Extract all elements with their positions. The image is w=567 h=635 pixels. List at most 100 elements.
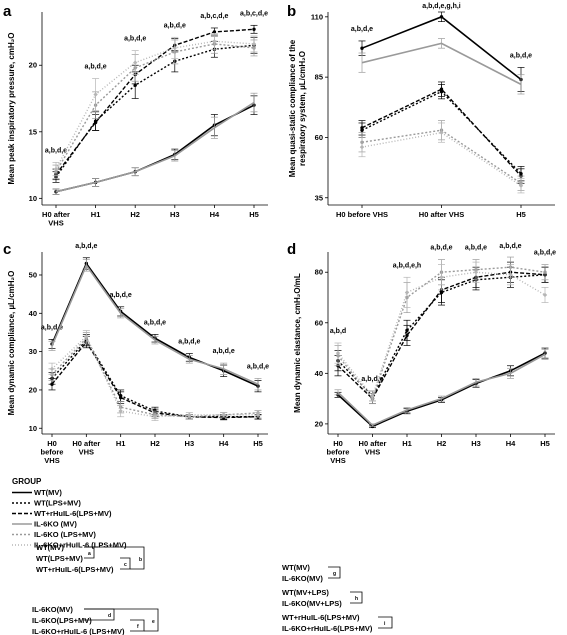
x-tick-label-line: H0 before VHS xyxy=(336,210,388,219)
data-point xyxy=(439,87,444,91)
data-point xyxy=(359,144,365,150)
x-tick-label: H2 xyxy=(437,439,447,448)
x-tick-label: H0 before VHS xyxy=(41,439,64,465)
significance-annotation: a,b,d,e xyxy=(247,363,269,370)
bracket-a-letter: a xyxy=(88,551,91,557)
x-tick-label-line: H4 xyxy=(506,439,516,448)
x-tick-label-line: before xyxy=(327,448,350,457)
bracket-e-letter: e xyxy=(152,619,155,625)
significance-annotation: a,b,d,e xyxy=(499,243,521,250)
cmp1-label-2: WT(LPS+MV) xyxy=(36,554,83,563)
legend-item: WT(MV) xyxy=(12,488,62,497)
legend-item: IL-6KO (LPS+MV) xyxy=(12,530,96,539)
significance-annotation: a,b,d xyxy=(330,328,346,335)
y-tick-label: 20 xyxy=(29,385,37,394)
significance-annotation: a,b,d,e xyxy=(510,52,532,59)
x-tick-label: H3 xyxy=(185,439,195,448)
legend: GROUP WT(MV) WT(LPS+MV)WT+rHuIL-6(LPS+MV)… xyxy=(12,477,127,550)
data-point xyxy=(152,414,158,419)
x-tick-label: H4 xyxy=(506,439,516,448)
significance-annotation: a,b,d,e xyxy=(41,324,63,331)
y-tick-label: 60 xyxy=(315,133,323,142)
data-point xyxy=(212,30,217,34)
legend-label: WT+rHuIL-6(LPS+MV) xyxy=(34,509,112,518)
x-tick-label: H2 xyxy=(150,439,160,448)
chart-panels: a 10 15 20 Mean peak inspiratory pressure, c… xyxy=(3,3,556,465)
data-point xyxy=(50,382,54,386)
x-tick-label: H0 after VHS xyxy=(72,439,100,457)
x-tick-label-line: H5 xyxy=(253,439,263,448)
y-tick-label: 110 xyxy=(311,12,323,21)
x-tick-label-line: H0 after xyxy=(72,439,100,448)
significance-annotation: a,b,d,e xyxy=(110,292,132,299)
series-3 xyxy=(52,24,258,181)
y-tick-label: 60 xyxy=(315,318,323,327)
legend-label: WT(LPS+MV) xyxy=(34,499,81,508)
data-point xyxy=(118,395,123,400)
x-tick-label: H5 xyxy=(249,210,259,219)
data-point xyxy=(93,120,98,125)
data-point xyxy=(187,412,192,418)
data-point xyxy=(404,290,410,295)
x-tick-label: H3 xyxy=(170,210,180,219)
data-point xyxy=(49,366,55,372)
legend-item: WT+rHuIL-6(LPS+MV) xyxy=(12,509,112,518)
pair-g-label-1: WT(MV) xyxy=(282,563,310,572)
x-tick-label-line: H1 xyxy=(91,210,101,219)
significance-annotation: a,b,d,e xyxy=(85,64,107,71)
bracket-i-letter: i xyxy=(384,621,386,627)
series-line xyxy=(55,28,255,175)
y-tick-label: 10 xyxy=(29,424,37,433)
x-tick-label-line: H0 xyxy=(333,439,343,448)
legend-title: GROUP xyxy=(12,477,42,486)
x-tick-label: H0 before VHS xyxy=(327,439,350,465)
panel-a: a 10 15 20 Mean peak inspiratory pressure, c… xyxy=(3,3,268,228)
series-line xyxy=(55,101,255,193)
cmp1-label-1: WT(MV) xyxy=(36,543,64,552)
data-point xyxy=(221,412,226,418)
bracket-e xyxy=(84,608,159,632)
x-tick-label: H5 xyxy=(540,439,550,448)
data-point xyxy=(508,272,513,277)
data-point xyxy=(118,408,123,414)
bracket-h-letter: h xyxy=(355,596,358,602)
x-tick-label: H3 xyxy=(471,439,481,448)
significance-annotation: a,b,d,e xyxy=(124,36,146,43)
comparison-key: WT(MV) WT(LPS+MV) WT+rHuIL-6(LPS+MV) a c… xyxy=(32,543,393,635)
significance-annotation: a,b,d,e,h xyxy=(393,262,421,269)
data-point xyxy=(251,41,257,47)
y-tick-label: 20 xyxy=(315,419,323,428)
x-tick-label-line: H0 after xyxy=(42,210,70,219)
x-tick-label: H2 xyxy=(130,210,140,219)
data-point xyxy=(360,46,364,50)
significance-annotation: a,b,c,d,e xyxy=(200,13,228,20)
panel-label: b xyxy=(287,3,296,20)
series-6 xyxy=(358,122,525,194)
legend-item: IL-6KO (MV) xyxy=(12,520,77,529)
series-4 xyxy=(52,92,258,195)
significance-annotation: a,b,d,e xyxy=(361,376,383,383)
data-point xyxy=(543,270,547,274)
series-line xyxy=(361,42,522,86)
series-5 xyxy=(52,34,258,179)
x-tick-label-line: H1 xyxy=(116,439,126,448)
panel-label: d xyxy=(287,241,296,258)
x-tick-label: H1 xyxy=(116,439,126,448)
bracket-g xyxy=(328,566,341,579)
data-point xyxy=(439,275,444,280)
comparison-group-ko: IL-6KO(MV) IL-6KO(LPS+MV) IL-6KO+rHuIL-6… xyxy=(32,605,159,635)
bracket-i xyxy=(378,616,393,629)
legend-items: WT(MV) WT(LPS+MV)WT+rHuIL-6(LPS+MV) IL-6KO… xyxy=(12,488,127,550)
series-1 xyxy=(358,11,525,92)
x-tick-label-line: H5 xyxy=(516,210,526,219)
y-axis-label: Mean quasi-static compliance of therespi… xyxy=(288,39,307,177)
y-axis-label: Mean peak inspiratory pressure, cmH₂O xyxy=(7,32,16,184)
x-tick-label-line: H5 xyxy=(540,439,550,448)
series-5 xyxy=(48,332,262,420)
series-line xyxy=(55,43,255,173)
significance-annotation: a,b,d,e xyxy=(144,319,166,326)
series-4 xyxy=(48,259,262,391)
significance-annotation: a,b,c,d,e xyxy=(240,10,268,17)
x-tick-label: H0 after VHS xyxy=(359,439,387,457)
